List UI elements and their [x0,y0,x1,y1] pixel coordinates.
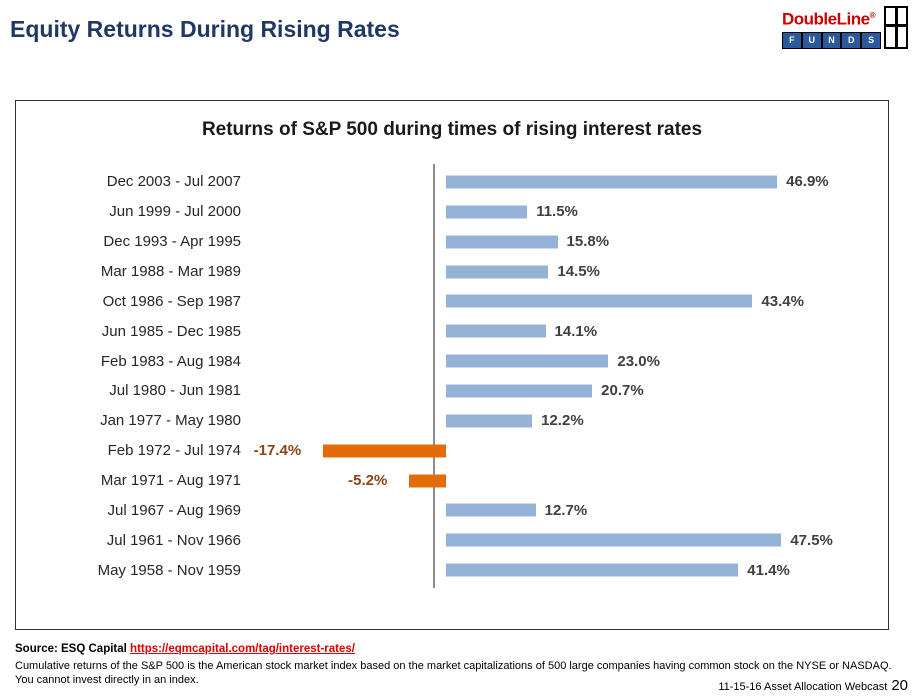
funds-letter: S [868,34,875,45]
category-label: Jul 1967 - Aug 1969 [107,501,241,519]
funds-letter: U [803,32,823,48]
bar [446,324,546,338]
bar [446,354,609,368]
value-label: 11.5% [536,203,578,221]
value-label: 15.8% [566,233,610,251]
value-label: 12.2% [541,412,584,430]
bar-row: Dec 2003 - Jul 2007 46.9% [36,167,872,197]
webcast-label: 11-15-16 Asset Allocation Webcast [718,681,888,693]
value-label: 23.0% [617,352,660,370]
bar-plot-cell: 23.0% [254,346,872,376]
category-label: Mar 1988 - Mar 1989 [100,263,241,280]
value-label: 12.7% [544,501,588,519]
funds-bar: F U N D S [782,31,881,49]
category-label: Jun 1985 - Dec 1985 [101,322,241,340]
page-number: 20 [891,677,908,694]
bar-plot-cell: 46.9% [254,167,872,197]
bar-plot-cell: 11.5% [254,197,872,227]
source-label: Source: ESQ Capital [15,643,127,655]
bar-row: Mar 1971 - Aug 1971 -5.2% [36,466,872,496]
bar-row: Jul 1980 - Jun 1981 20.7% [36,376,872,406]
category-label: Jan 1977 - May 1980 [100,412,241,430]
bar-row: Jul 1961 - Nov 1966 47.5% [36,525,872,555]
bar [446,563,739,577]
bar [446,503,536,517]
doubleline-logo: DoubleLine® F U N D S [782,6,908,49]
chart-frame: Returns of S&P 500 during times of risin… [15,100,889,630]
bar [446,414,533,428]
brand-text: DoubleLine® [782,6,881,30]
logo-text-block: DoubleLine® F U N D S [782,6,881,49]
bar-row: May 1958 - Nov 1959 41.4% [36,555,872,585]
value-label: 20.7% [601,382,644,400]
bar [446,205,528,219]
bar [409,474,446,488]
window-grid-icon [884,6,908,49]
bar-row: Oct 1986 - Sep 1987 43.4% [36,286,872,316]
value-label: -5.2% [348,472,388,490]
value-label: 47.5% [790,531,833,549]
brand-name: DoubleLine [782,9,870,29]
value-label: 41.4% [747,561,790,579]
value-label: 14.1% [554,322,598,340]
bar-plot-cell: 12.2% [254,406,872,436]
disclaimer-text: Cumulative returns of the S&P 500 is the… [15,660,892,687]
bar-row: Jan 1977 - May 1980 12.2% [36,406,872,436]
chart-title: Returns of S&P 500 during times of risin… [201,119,703,140]
category-label: Dec 1993 - Apr 1995 [103,233,241,251]
category-label: Jul 1961 - Nov 1966 [106,531,241,549]
bar-plot-cell: 12.7% [254,495,872,525]
registered-mark: ® [869,11,876,20]
bar-plot-cell: 41.4% [254,555,872,585]
source-link[interactable]: https://eqmcapital.com/tag/interest-rate… [130,643,355,655]
bar [446,294,753,308]
bar [446,533,782,547]
page-title: Equity Returns During Rising Rates [10,16,400,42]
bar-row: Jun 1999 - Jul 2000 11.5% [36,197,872,227]
category-label: May 1958 - Nov 1959 [97,561,241,579]
bar-row: Jun 1985 - Dec 1985 14.1% [36,316,872,346]
funds-letter: F [783,32,803,48]
bar [446,384,593,398]
bar-plot-cell: 15.8% [254,227,872,257]
bar-plot-cell: 43.4% [254,286,872,316]
bar-plot-cell: -17.4% [254,436,872,466]
bar-plot-cell: 47.5% [254,525,872,555]
bar-row: Feb 1983 - Aug 1984 23.0% [36,346,872,376]
bar-plot-cell: 20.7% [254,376,872,406]
category-label: Feb 1983 - Aug 1984 [100,352,241,370]
value-label: 46.9% [786,173,829,191]
value-label: -17.4% [253,442,302,460]
bar [446,175,778,189]
chart-plot-area: Dec 2003 - Jul 2007 46.9% Jun 1999 - Jul 2… [36,164,872,588]
value-label: 43.4% [761,292,804,310]
funds-letter: N [823,32,843,48]
bar-row: Mar 1988 - Mar 1989 14.5% [36,257,872,287]
webcast-footer: 11-15-16 Asset Allocation Webcast 20 [718,677,908,694]
bar [446,235,558,249]
category-label: Feb 1972 - Jul 1974 [107,442,241,460]
bar-plot-cell: 14.5% [254,257,872,287]
value-label: 14.5% [557,263,600,280]
bar-row: Jul 1967 - Aug 1969 12.7% [36,495,872,525]
bar-plot-cell: -5.2% [254,466,872,496]
category-label: Dec 2003 - Jul 2007 [106,173,241,191]
category-label: Jul 1980 - Jun 1981 [109,382,241,400]
bar [446,265,549,278]
bar-row: Feb 1972 - Jul 1974 -17.4% [36,436,872,466]
category-label: Jun 1999 - Jul 2000 [109,203,241,221]
source-line: Source: ESQ Capital https://eqmcapital.c… [15,643,355,655]
zero-axis-line [433,164,435,588]
bar-row: Dec 1993 - Apr 1995 15.8% [36,227,872,257]
bar [323,444,446,458]
category-label: Mar 1971 - Aug 1971 [100,472,241,490]
bar-plot-cell: 14.1% [254,316,872,346]
funds-letter: D [842,32,863,48]
category-label: Oct 1986 - Sep 1987 [102,292,241,310]
